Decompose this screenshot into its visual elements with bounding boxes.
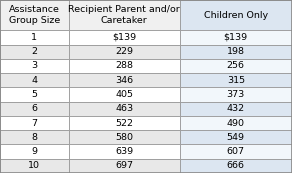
Text: 315: 315 [227, 76, 245, 85]
Bar [180, 116, 292, 130]
Bar [69, 130, 180, 144]
Bar [0, 102, 69, 116]
Text: 3: 3 [31, 61, 37, 70]
Text: 229: 229 [115, 47, 133, 56]
Bar [0, 45, 69, 59]
Bar [0, 144, 69, 159]
Bar [69, 59, 180, 73]
Bar [69, 144, 180, 159]
Bar [0, 116, 69, 130]
Text: 607: 607 [227, 147, 245, 156]
Bar [69, 45, 180, 59]
Bar [69, 87, 180, 102]
Bar [69, 30, 180, 45]
Text: $139: $139 [112, 33, 136, 42]
Text: 490: 490 [227, 119, 245, 128]
Text: 463: 463 [115, 104, 133, 113]
Text: 580: 580 [115, 133, 133, 142]
Text: 549: 549 [227, 133, 245, 142]
Text: Recipient Parent and/or
Caretaker: Recipient Parent and/or Caretaker [68, 5, 180, 25]
Bar [69, 102, 180, 116]
Text: Children Only: Children Only [204, 11, 268, 20]
Text: 639: 639 [115, 147, 133, 156]
Bar [180, 102, 292, 116]
Text: 522: 522 [115, 119, 133, 128]
Bar [180, 59, 292, 73]
Bar [0, 59, 69, 73]
Bar [0, 0, 69, 30]
Bar [69, 0, 180, 30]
Text: 432: 432 [227, 104, 245, 113]
Text: 6: 6 [31, 104, 37, 113]
Bar [0, 130, 69, 144]
Text: 10: 10 [28, 161, 40, 170]
Bar [0, 159, 69, 173]
Text: 1: 1 [31, 33, 37, 42]
Bar [0, 87, 69, 102]
Text: 373: 373 [227, 90, 245, 99]
Text: 405: 405 [115, 90, 133, 99]
Bar [0, 30, 69, 45]
Bar [180, 30, 292, 45]
Text: 697: 697 [115, 161, 133, 170]
Text: 666: 666 [227, 161, 245, 170]
Text: Assistance
Group Size: Assistance Group Size [9, 5, 60, 25]
Text: 7: 7 [31, 119, 37, 128]
Text: 198: 198 [227, 47, 245, 56]
Text: 2: 2 [31, 47, 37, 56]
Bar [180, 87, 292, 102]
Bar [180, 73, 292, 87]
Bar [180, 0, 292, 30]
Text: 346: 346 [115, 76, 133, 85]
Bar [69, 73, 180, 87]
Bar [69, 159, 180, 173]
Text: 9: 9 [31, 147, 37, 156]
Text: 288: 288 [115, 61, 133, 70]
Text: $139: $139 [224, 33, 248, 42]
Bar [180, 144, 292, 159]
Bar [180, 159, 292, 173]
Text: 4: 4 [31, 76, 37, 85]
Bar [180, 45, 292, 59]
Bar [0, 73, 69, 87]
Text: 8: 8 [31, 133, 37, 142]
Bar [69, 116, 180, 130]
Text: 256: 256 [227, 61, 245, 70]
Bar [180, 130, 292, 144]
Text: 5: 5 [31, 90, 37, 99]
